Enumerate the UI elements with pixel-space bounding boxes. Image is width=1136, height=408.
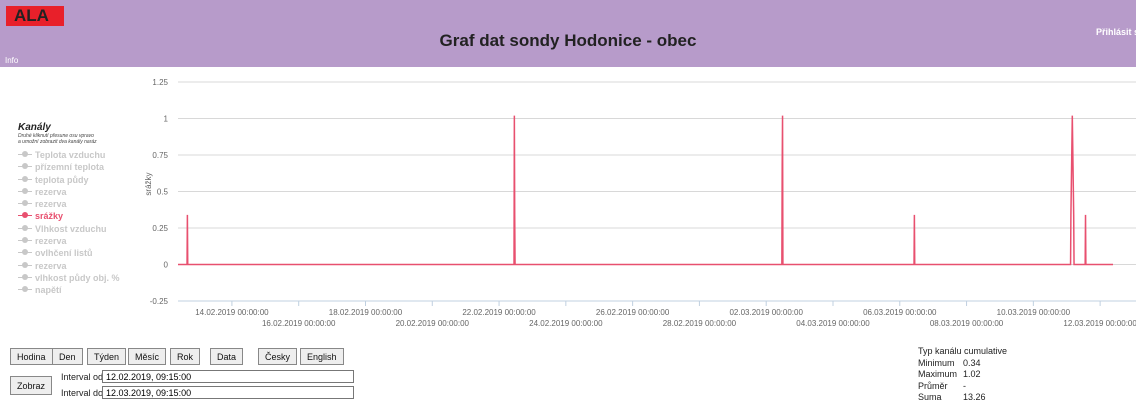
logo[interactable]: ALA	[6, 6, 64, 26]
chart: -0.25 0 0.25 0.5 0.75 1 1.25 14.02.2019 00:00:0…	[0, 67, 1136, 347]
channel-name: srážky	[35, 211, 63, 221]
channel-name: teplota půdy	[35, 175, 89, 185]
x-tick-label: 10.03.2019 00:00:00	[997, 308, 1071, 317]
channel-symbol	[18, 285, 32, 293]
from-input[interactable]	[102, 370, 354, 383]
channel-symbol	[18, 224, 32, 232]
stats-key: Minimum	[918, 358, 963, 370]
page-title: Graf dat sondy Hodonice - obec	[0, 31, 1136, 51]
x-tick-label: 02.03.2019 00:00:00	[729, 308, 803, 317]
channel-name: napětí	[35, 285, 62, 295]
channel-name: Vlhkost vzduchu	[35, 224, 107, 234]
legend-note: a umožní zobrazit dva kanály naráz	[18, 139, 120, 145]
stats-value: 0.34	[963, 358, 981, 368]
channel-item[interactable]: rezerva	[18, 198, 120, 210]
x-tick-label: 12.03.2019 00:00:00	[1063, 319, 1136, 328]
x-tick-label: 22.02.2019 00:00:00	[462, 308, 536, 317]
stats-value: -	[963, 381, 966, 391]
channel-item[interactable]: Teplota vzduchu	[18, 149, 120, 161]
range-button[interactable]: Týden	[87, 348, 126, 365]
channel-item[interactable]: vlhkost půdy obj. %	[18, 272, 120, 284]
login-link[interactable]: Přihlásit se	[1096, 27, 1136, 37]
stats-key: Maximum	[918, 369, 963, 381]
page: ALA Graf dat sondy Hodonice - obec Přihl…	[0, 0, 1136, 408]
channel-symbol	[18, 187, 32, 195]
stats-value: 13.26	[963, 392, 986, 402]
info-link[interactable]: Info	[5, 56, 18, 65]
range-button[interactable]: Data	[210, 348, 243, 365]
channel-item[interactable]: přízemní teplota	[18, 161, 120, 173]
channel-symbol	[18, 150, 32, 158]
x-tick-label: 24.02.2019 00:00:00	[529, 319, 603, 328]
range-button[interactable]: Měsíc	[128, 348, 166, 365]
to-input[interactable]	[102, 386, 354, 399]
channel-symbol	[18, 261, 32, 269]
y-tick-label: 0	[164, 261, 169, 270]
channel-symbol	[18, 199, 32, 207]
channel-item[interactable]: rezerva	[18, 260, 120, 272]
y-axis-title: srážky	[144, 172, 153, 195]
y-tick-label: 1	[164, 115, 169, 124]
range-button[interactable]: Česky	[258, 348, 297, 365]
channel-symbol	[18, 273, 32, 281]
channel-symbol	[18, 236, 32, 244]
channel-item[interactable]: teplota půdy	[18, 174, 120, 186]
stats-row: Průměr-	[918, 381, 1007, 393]
y-tick-label: 0.25	[152, 224, 168, 233]
y-tick-label: 0.5	[157, 188, 169, 197]
channel-symbol	[18, 211, 32, 219]
to-label: Interval do	[61, 388, 103, 398]
stats-type-value: cumulative	[964, 346, 1007, 356]
data-line	[178, 116, 1113, 265]
channel-name: rezerva	[35, 236, 67, 246]
channel-name: rezerva	[35, 199, 67, 209]
channel-symbol	[18, 175, 32, 183]
channel-symbol	[18, 248, 32, 256]
x-tick-label: 28.02.2019 00:00:00	[663, 319, 737, 328]
show-button[interactable]: Zobraz	[10, 376, 52, 395]
x-tick-label: 20.02.2019 00:00:00	[396, 319, 470, 328]
stats-key: Suma	[918, 392, 963, 404]
range-button[interactable]: Rok	[170, 348, 200, 365]
channel-item[interactable]: Vlhkost vzduchu	[18, 223, 120, 235]
channel-name: Teplota vzduchu	[35, 150, 105, 160]
range-button[interactable]: Den	[52, 348, 83, 365]
channel-list: Teplota vzduchu přízemní teplota teplota p…	[18, 149, 120, 297]
stats-key: Průměr	[918, 381, 963, 393]
stats-value: 1.02	[963, 369, 981, 379]
y-tick-label: 0.75	[152, 151, 168, 160]
channel-item[interactable]: napětí	[18, 284, 120, 296]
channel-item[interactable]: rezerva	[18, 235, 120, 247]
y-tick-label: -0.25	[150, 297, 169, 306]
channel-name: vlhkost půdy obj. %	[35, 273, 120, 283]
x-tick-label: 14.02.2019 00:00:00	[195, 308, 269, 317]
legend-title: Kanály	[18, 122, 120, 133]
channel-name: rezerva	[35, 261, 67, 271]
x-tick-label: 26.02.2019 00:00:00	[596, 308, 670, 317]
x-tick-label: 06.03.2019 00:00:00	[863, 308, 937, 317]
channel-item[interactable]: rezerva	[18, 186, 120, 198]
x-tick-label: 08.03.2019 00:00:00	[930, 319, 1004, 328]
channel-item[interactable]: srážky	[18, 210, 120, 222]
channel-name: rezerva	[35, 187, 67, 197]
range-button[interactable]: Hodina	[10, 348, 53, 365]
channel-name: přízemní teplota	[35, 162, 104, 172]
channel-legend: Kanály Druhé kliknutí přesune osu vpravo…	[18, 122, 120, 297]
from-label: Interval od	[61, 372, 103, 382]
stats-type-label: Typ kanálu	[918, 346, 962, 356]
channel-name: ovlhčení listů	[35, 248, 93, 258]
header: ALA Graf dat sondy Hodonice - obec Přihl…	[0, 0, 1136, 67]
x-tick-label: 04.03.2019 00:00:00	[796, 319, 870, 328]
stats-type: Typ kanálu cumulative	[918, 346, 1007, 358]
x-tick-label: 18.02.2019 00:00:00	[329, 308, 403, 317]
y-tick-label: 1.25	[152, 78, 168, 87]
range-button[interactable]: English	[300, 348, 344, 365]
channel-item[interactable]: ovlhčení listů	[18, 247, 120, 259]
channel-symbol	[18, 162, 32, 170]
x-tick-label: 16.02.2019 00:00:00	[262, 319, 336, 328]
